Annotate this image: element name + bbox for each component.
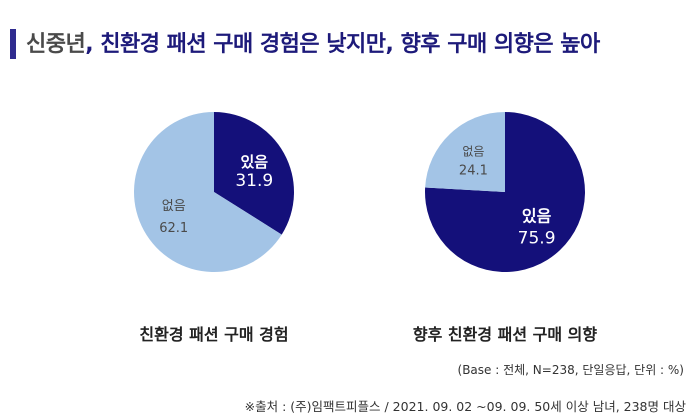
pie-slice-value-1: 24.1 bbox=[459, 164, 488, 179]
title-part-3: 향후 구매 의향은 높아 bbox=[400, 32, 601, 57]
title-separator-2: , bbox=[385, 32, 394, 57]
pie-slice-no bbox=[425, 112, 505, 192]
pie-caption-experience: 친환경 패션 구매 경험 bbox=[139, 325, 289, 344]
pie-slice-label-0: 있음 bbox=[240, 153, 268, 171]
pie-slice-yes bbox=[214, 112, 294, 235]
pie-slice-label-0: 있음 bbox=[522, 206, 552, 225]
title-part-1: 신중년 bbox=[26, 32, 86, 57]
pie-slice-value-0: 75.9 bbox=[518, 228, 556, 248]
page-title: 신중년, 친환경 패션 구매 경험은 낮지만, 향후 구매 의향은 높아 bbox=[26, 26, 600, 58]
pie-slice-no bbox=[134, 112, 282, 272]
pie-chart-intention: 있음 75.9 없음 24.1 bbox=[425, 112, 585, 272]
title-part-2: 친환경 패션 구매 경험은 낮지만 bbox=[100, 32, 386, 57]
pie-slice-label-1: 없음 bbox=[162, 199, 186, 214]
source-note: ※출처 : (주)임팩트피플스 / 2021. 09. 02 ~09. 09. … bbox=[244, 399, 686, 414]
pie-caption-intention: 향후 친환경 패션 구매 의향 bbox=[412, 325, 598, 344]
pie-slice-value-0: 31.9 bbox=[235, 171, 273, 191]
pie-slice-value-1: 62.1 bbox=[159, 221, 188, 236]
title-separator: , bbox=[85, 32, 94, 57]
title-accent-bar bbox=[10, 29, 16, 59]
pie-slice-label-1: 없음 bbox=[462, 145, 484, 159]
base-note: (Base : 전체, N=238, 단일응답, 단위 : %) bbox=[457, 363, 684, 377]
